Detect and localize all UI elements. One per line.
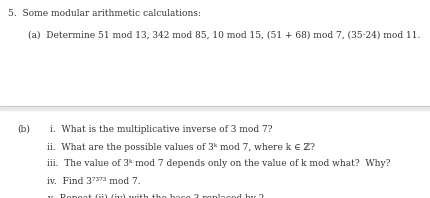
Bar [0,106,430,110]
Text: (a)  Determine 51 mod 13, 342 mod 85, 10 mod 15, (51 + 68) mod 7, (35·24) mod 11: (a) Determine 51 mod 13, 342 mod 85, 10 … [28,31,419,40]
Text: 5.  Some modular arithmetic calculations:: 5. Some modular arithmetic calculations: [8,9,200,18]
Text: ii.  What are the possible values of 3ᵏ mod 7, where k ∈ ℤ?: ii. What are the possible values of 3ᵏ m… [47,143,315,151]
Text: (b): (b) [17,125,30,134]
Text: iv.  Find 3⁷³⁷³ mod 7.: iv. Find 3⁷³⁷³ mod 7. [47,177,141,186]
Text: iii.  The value of 3ᵏ mod 7 depends only on the value of k mod what?  Why?: iii. The value of 3ᵏ mod 7 depends only … [46,159,389,168]
Text: v.  Repeat (ii)-(iv) with the base 3 replaced by 2: v. Repeat (ii)-(iv) with the base 3 repl… [47,194,264,198]
Text: i.  What is the multiplicative inverse of 3 mod 7?: i. What is the multiplicative inverse of… [49,125,271,134]
